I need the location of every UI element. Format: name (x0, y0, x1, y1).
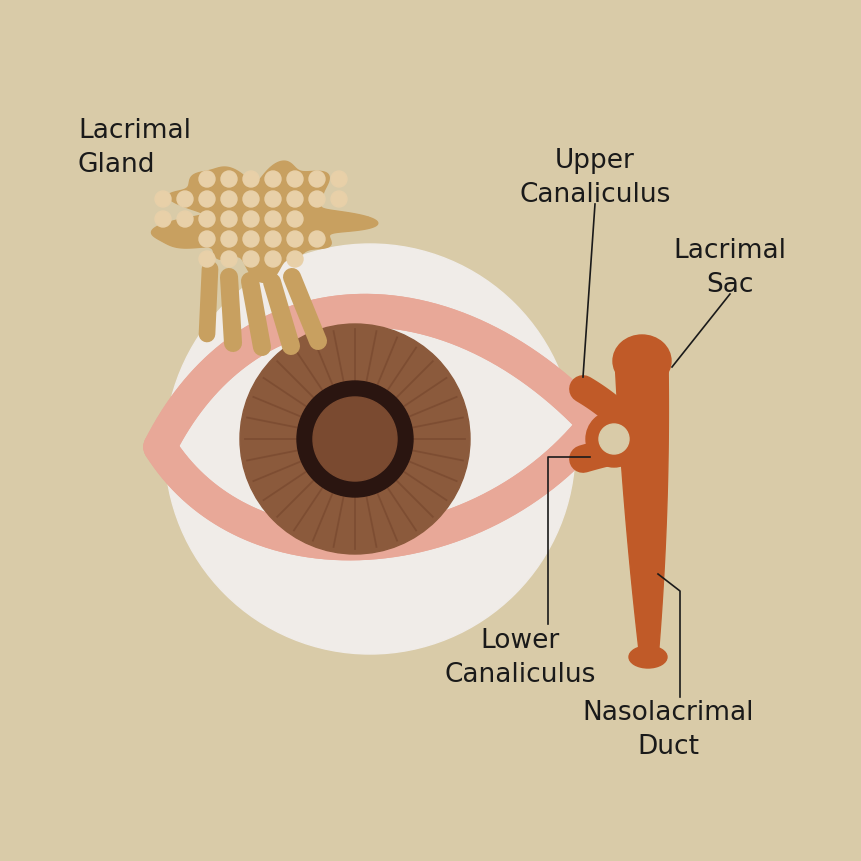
Ellipse shape (629, 647, 666, 668)
Circle shape (220, 232, 237, 248)
Circle shape (239, 325, 469, 554)
Circle shape (243, 251, 258, 268)
Circle shape (155, 192, 170, 208)
Circle shape (164, 245, 574, 654)
Circle shape (177, 212, 193, 228)
Circle shape (287, 192, 303, 208)
Circle shape (264, 212, 281, 228)
Circle shape (243, 172, 258, 188)
Circle shape (264, 232, 281, 248)
Polygon shape (614, 360, 667, 660)
Circle shape (331, 172, 347, 188)
Circle shape (308, 232, 325, 248)
Circle shape (199, 232, 214, 248)
Circle shape (287, 172, 303, 188)
Text: Lacrimal
Gland: Lacrimal Gland (77, 118, 191, 177)
Circle shape (243, 192, 258, 208)
Text: Lacrimal
Sac: Lacrimal Sac (672, 238, 785, 298)
Circle shape (331, 192, 347, 208)
Circle shape (220, 251, 237, 268)
Circle shape (220, 212, 237, 228)
Circle shape (264, 172, 281, 188)
Polygon shape (152, 162, 377, 283)
Circle shape (220, 192, 237, 208)
Circle shape (155, 212, 170, 228)
Circle shape (287, 232, 303, 248)
Circle shape (177, 192, 193, 208)
Text: Upper
Canaliculus: Upper Canaliculus (518, 148, 670, 208)
Circle shape (220, 172, 237, 188)
Circle shape (585, 412, 641, 468)
Circle shape (308, 172, 325, 188)
Text: Lower
Canaliculus: Lower Canaliculus (443, 628, 595, 687)
Circle shape (264, 251, 281, 268)
Text: Nasolacrimal
Duct: Nasolacrimal Duct (581, 699, 753, 759)
Circle shape (264, 192, 281, 208)
Circle shape (297, 381, 412, 498)
Circle shape (199, 251, 214, 268)
Circle shape (287, 251, 303, 268)
Circle shape (199, 172, 214, 188)
Circle shape (308, 192, 325, 208)
Circle shape (287, 212, 303, 228)
Circle shape (243, 212, 258, 228)
Ellipse shape (612, 336, 670, 387)
Circle shape (199, 212, 214, 228)
Circle shape (199, 192, 214, 208)
Circle shape (243, 232, 258, 248)
Circle shape (598, 424, 629, 455)
Circle shape (313, 398, 397, 481)
